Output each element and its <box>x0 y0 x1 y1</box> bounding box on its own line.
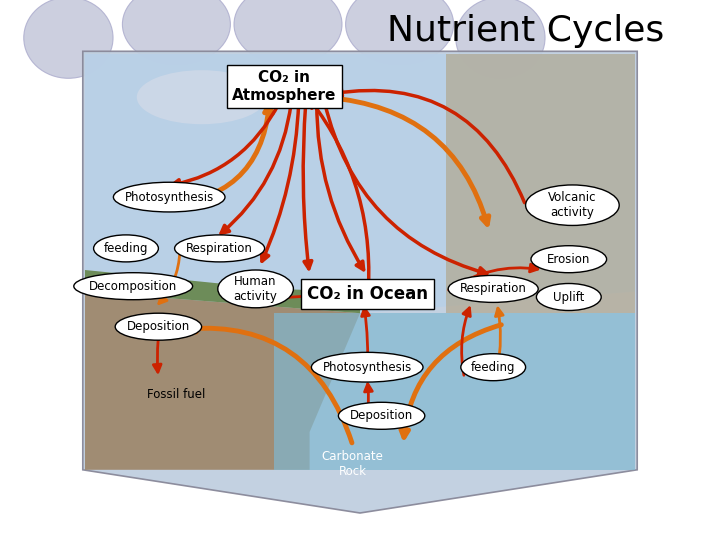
Ellipse shape <box>346 0 454 65</box>
Text: CO₂ in Ocean: CO₂ in Ocean <box>307 285 428 303</box>
Text: Fossil fuel: Fossil fuel <box>147 388 206 401</box>
Text: feeding: feeding <box>104 242 148 255</box>
Text: Respiration: Respiration <box>460 282 526 295</box>
Text: Erosion: Erosion <box>547 253 590 266</box>
Polygon shape <box>446 54 635 313</box>
Ellipse shape <box>218 270 294 308</box>
Ellipse shape <box>94 235 158 262</box>
Ellipse shape <box>122 0 230 65</box>
Text: Decomposition: Decomposition <box>89 280 177 293</box>
Text: Photosynthesis: Photosynthesis <box>323 361 412 374</box>
Ellipse shape <box>137 70 266 124</box>
Polygon shape <box>85 292 360 470</box>
Ellipse shape <box>461 354 526 381</box>
Ellipse shape <box>456 0 545 78</box>
Ellipse shape <box>448 275 539 302</box>
Text: Nutrient Cycles: Nutrient Cycles <box>387 14 665 48</box>
Text: CO₂ in
Atmosphere: CO₂ in Atmosphere <box>233 70 336 103</box>
Text: Carbonate
Rock: Carbonate Rock <box>322 450 384 478</box>
Ellipse shape <box>311 352 423 382</box>
Text: Human
activity: Human activity <box>234 275 277 303</box>
Text: feeding: feeding <box>471 361 516 374</box>
Ellipse shape <box>338 402 425 429</box>
Ellipse shape <box>115 313 202 340</box>
Polygon shape <box>85 270 360 313</box>
Ellipse shape <box>531 246 606 273</box>
Ellipse shape <box>536 284 601 310</box>
Text: Volcanic
activity: Volcanic activity <box>548 191 597 219</box>
Ellipse shape <box>526 185 619 226</box>
Ellipse shape <box>24 0 113 78</box>
Text: Respiration: Respiration <box>186 242 253 255</box>
Text: Uplift: Uplift <box>553 291 585 303</box>
Ellipse shape <box>113 183 225 212</box>
Text: Deposition: Deposition <box>127 320 190 333</box>
Text: Photosynthesis: Photosynthesis <box>125 191 214 204</box>
Polygon shape <box>274 313 635 470</box>
Polygon shape <box>83 51 637 513</box>
Ellipse shape <box>174 235 265 262</box>
Ellipse shape <box>234 0 342 65</box>
Ellipse shape <box>73 273 193 300</box>
Text: Deposition: Deposition <box>350 409 413 422</box>
Polygon shape <box>85 54 635 313</box>
